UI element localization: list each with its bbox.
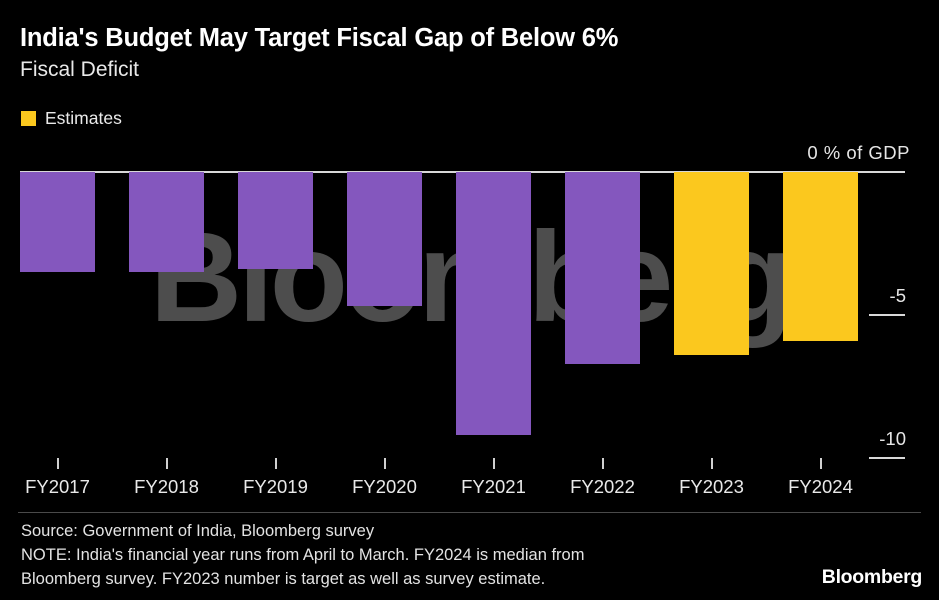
chart-bar — [238, 172, 313, 270]
y-axis-tick-label: -10 — [879, 428, 906, 449]
chart-subtitle: Fiscal Deficit — [20, 57, 140, 81]
chart-bar — [674, 172, 749, 356]
x-axis-tick-label: FY2024 — [788, 476, 853, 497]
chart-bar — [20, 172, 95, 273]
x-axis-tick — [601, 458, 604, 469]
footer-divider — [18, 512, 921, 513]
footer-note-line-2: Bloomberg survey. FY2023 number is targe… — [21, 570, 546, 589]
x-axis-tick-label: FY2020 — [352, 476, 417, 497]
x-axis-tick — [383, 458, 386, 469]
footer-note-line-1: NOTE: India's financial year runs from A… — [21, 546, 585, 565]
y-axis-tick-line — [869, 314, 905, 316]
chart-bar — [565, 172, 640, 364]
page-title: India's Budget May Target Fiscal Gap of … — [20, 24, 619, 52]
x-axis-tick-label: FY2023 — [679, 476, 744, 497]
x-axis-tick — [56, 458, 59, 469]
chart-bar — [129, 172, 204, 273]
x-axis-tick — [165, 458, 168, 469]
square-swatch-icon — [21, 111, 36, 127]
x-axis-tick — [710, 458, 713, 469]
x-axis-tick — [492, 458, 495, 469]
x-axis-tick-label: FY2019 — [243, 476, 308, 497]
chart-legend: Estimates — [21, 108, 122, 128]
x-axis-tick-label: FY2021 — [461, 476, 526, 497]
legend-item-label: Estimates — [45, 108, 122, 128]
y-axis-tick-label: -5 — [889, 285, 906, 306]
zero-axis-line — [20, 171, 905, 173]
chart-bar — [783, 172, 858, 341]
y-axis-tick-line — [869, 457, 905, 459]
chart-bar — [456, 172, 531, 436]
chart-bar — [347, 172, 422, 307]
bloomberg-watermark: Bloomberg — [149, 206, 794, 349]
footer-source: Source: Government of India, Bloomberg s… — [21, 522, 375, 540]
x-axis-tick — [819, 458, 822, 469]
x-axis-tick-label: FY2018 — [134, 476, 199, 497]
x-axis-tick — [274, 458, 277, 469]
y-axis-top-label: 0 % of GDP — [807, 142, 910, 163]
chart-footer: Source: Government of India, Bloomberg s… — [21, 519, 781, 591]
x-axis-tick-label: FY2017 — [25, 476, 90, 497]
bloomberg-logo: Bloomberg — [821, 565, 923, 588]
x-axis-tick-label: FY2022 — [570, 476, 635, 497]
chart-header: India's Budget May Target Fiscal Gap of … — [20, 24, 919, 82]
